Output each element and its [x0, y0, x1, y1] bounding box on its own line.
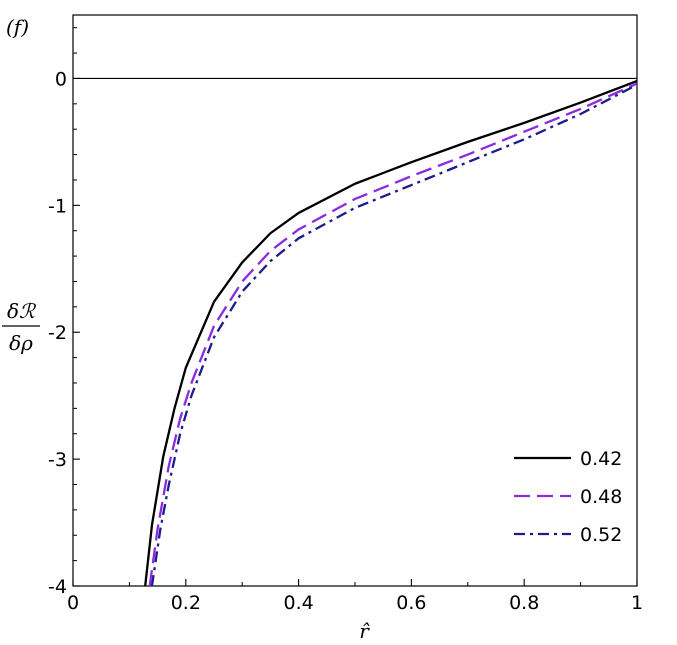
legend-label-0-52: 0.52: [580, 524, 622, 546]
legend-label-0-42: 0.42: [580, 448, 622, 470]
y-tick-label: -3: [48, 449, 67, 471]
y-tick-label: 0: [55, 68, 67, 90]
axis-ticks: 0 0.2 0.4 0.6 0.8 1 0 -1 -2 -3 -4: [48, 27, 643, 614]
series-line-0-48: [148, 82, 638, 587]
series-line-0-52: [150, 83, 638, 587]
chart-plot-area: [72, 14, 638, 587]
panel-label: (f): [6, 15, 29, 39]
x-tick-label: 0.4: [283, 592, 313, 614]
x-tick-label: 0.8: [509, 592, 539, 614]
plot-frame: [72, 14, 638, 587]
y-axis-label-numerator: δℛ: [7, 299, 37, 323]
series-lines: [144, 79, 638, 587]
legend-label-0-48: 0.48: [580, 486, 622, 508]
y-tick-label: -2: [48, 322, 67, 344]
y-tick-label: -4: [48, 576, 67, 598]
x-axis-label: r̂: [359, 619, 370, 643]
x-tick-label: 0.2: [171, 592, 201, 614]
series-line-0-42: [144, 79, 638, 587]
y-tick-label: -1: [48, 195, 67, 217]
x-tick-label: 0: [67, 592, 79, 614]
y-axis-label: δℛ δρ: [2, 299, 40, 355]
legend: 0.42 0.48 0.52: [514, 448, 622, 546]
x-tick-label: 1: [631, 592, 643, 614]
y-axis-label-denominator: δρ: [9, 331, 33, 355]
x-tick-label: 0.6: [396, 592, 426, 614]
